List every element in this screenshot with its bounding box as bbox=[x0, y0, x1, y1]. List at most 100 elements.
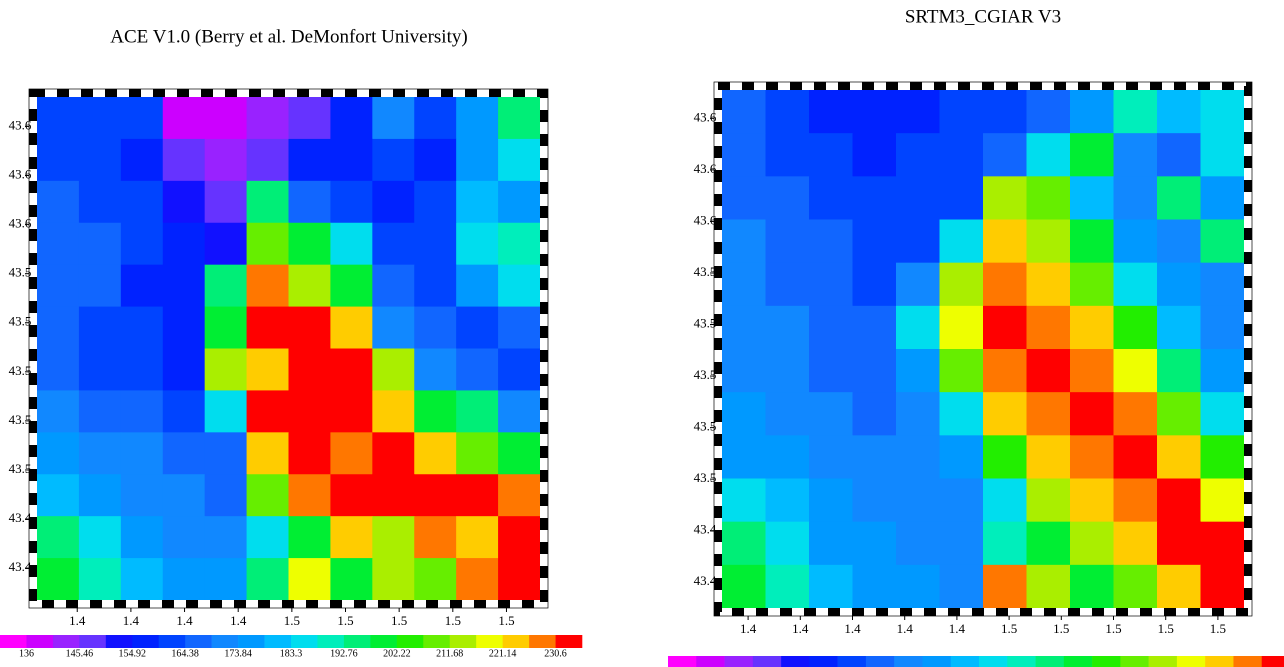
frame-black bbox=[29, 89, 548, 608]
y-tick-label: 43.4 bbox=[694, 522, 717, 537]
heat-cell bbox=[498, 558, 541, 601]
heat-cell bbox=[120, 516, 164, 559]
heat-cell bbox=[120, 180, 164, 224]
heat-cell bbox=[414, 474, 457, 517]
heat-cell bbox=[288, 264, 331, 308]
heat-cell bbox=[765, 521, 810, 566]
heat-cell bbox=[456, 97, 499, 140]
colorbar-swatch bbox=[317, 635, 345, 648]
heat-cell bbox=[120, 306, 164, 349]
heat-cell bbox=[809, 219, 853, 264]
colorbar-swatch bbox=[1148, 656, 1178, 667]
heat-cell bbox=[1113, 392, 1158, 436]
colorbar-swatch bbox=[696, 656, 725, 667]
heat-cell bbox=[162, 306, 206, 349]
heat-cell bbox=[204, 432, 248, 475]
heat-cell bbox=[1070, 521, 1114, 566]
heat-cell bbox=[456, 138, 499, 182]
heat-cell bbox=[722, 564, 766, 609]
heat-cell bbox=[896, 521, 940, 566]
heat-cell bbox=[852, 521, 897, 566]
y-tick-label: 43.6 bbox=[9, 216, 32, 231]
heat-cell bbox=[1070, 435, 1114, 479]
heat-cell bbox=[120, 348, 164, 391]
heat-cell bbox=[204, 138, 248, 182]
heat-cell bbox=[246, 222, 289, 266]
y-tick-label: 43.5 bbox=[9, 314, 32, 329]
heat-cell bbox=[498, 180, 541, 224]
heat-cell bbox=[414, 222, 457, 266]
heat-cell bbox=[456, 222, 499, 266]
heat-cell bbox=[852, 219, 897, 264]
colorbar-swatch bbox=[185, 635, 212, 648]
heat-cell bbox=[414, 264, 457, 308]
y-tick-label: 43.5 bbox=[694, 419, 717, 434]
heat-cell bbox=[78, 264, 122, 308]
heat-cell bbox=[722, 219, 766, 264]
heat-cell bbox=[37, 138, 80, 182]
heat-cell bbox=[1070, 133, 1114, 177]
x-tick-label: 1.5 bbox=[1053, 621, 1069, 636]
colorbar-swatch bbox=[476, 635, 503, 648]
heat-cell bbox=[414, 97, 457, 140]
heat-cell bbox=[78, 432, 122, 475]
colorbar-label: 192.76 bbox=[330, 648, 358, 659]
heat-cell bbox=[1113, 133, 1158, 177]
heat-cell bbox=[498, 348, 541, 391]
chart-title: SRTM3_CGIAR V3 bbox=[905, 6, 1061, 27]
heat-cell bbox=[1070, 90, 1114, 134]
heat-cell bbox=[1070, 176, 1114, 220]
heat-cell bbox=[1113, 564, 1158, 609]
heat-cell bbox=[1200, 262, 1245, 307]
y-tick-label: 43.6 bbox=[694, 212, 717, 227]
heat-cell bbox=[1113, 478, 1158, 523]
frame-outline bbox=[28, 88, 549, 609]
heat-cell bbox=[722, 435, 766, 479]
heat-cell bbox=[78, 348, 122, 391]
heat-cell bbox=[765, 435, 810, 479]
y-tick-label: 43.5 bbox=[9, 363, 32, 378]
colorbar-swatch bbox=[809, 656, 838, 667]
heat-cell bbox=[1026, 435, 1071, 479]
heat-cell bbox=[809, 305, 853, 350]
heat-cell bbox=[204, 180, 248, 224]
colorbar-swatch bbox=[291, 635, 318, 648]
heat-cell bbox=[722, 392, 766, 436]
heat-cell bbox=[78, 222, 122, 266]
colorbar-label: 154.92 bbox=[119, 648, 147, 659]
heat-cell bbox=[414, 138, 457, 182]
heat-cell bbox=[120, 264, 164, 308]
colorbar-swatch bbox=[922, 656, 952, 667]
heat-cell bbox=[1157, 435, 1201, 479]
x-tick-label: 1.5 bbox=[445, 613, 461, 628]
x-tick-label: 1.4 bbox=[897, 621, 914, 636]
heat-cell bbox=[939, 262, 984, 307]
heat-cell bbox=[120, 138, 164, 182]
heat-cell bbox=[722, 176, 766, 220]
heat-cell bbox=[288, 432, 331, 475]
heat-cell bbox=[120, 390, 164, 433]
heat-cell bbox=[765, 349, 810, 393]
heat-cell bbox=[1157, 219, 1201, 264]
heat-cell bbox=[1157, 392, 1201, 436]
y-tick-label: 43.4 bbox=[694, 573, 717, 588]
heat-cell bbox=[288, 306, 331, 349]
heat-cell bbox=[1113, 521, 1158, 566]
heat-cell bbox=[330, 222, 373, 266]
heat-cell bbox=[498, 390, 541, 433]
heat-cell bbox=[809, 564, 853, 609]
heat-cell bbox=[809, 90, 853, 134]
heat-cell bbox=[120, 558, 164, 601]
heat-cell bbox=[939, 478, 984, 523]
colorbar-swatch bbox=[1035, 656, 1065, 667]
heat-cell bbox=[162, 558, 206, 601]
heat-cell bbox=[1026, 521, 1071, 566]
chart-title: ACE V1.0 (Berry et al. DeMonfort Univers… bbox=[110, 26, 467, 47]
colorbar-swatch bbox=[343, 635, 371, 648]
heat-cell bbox=[939, 435, 984, 479]
heat-cell bbox=[288, 222, 331, 266]
x-tick-label: 1.4 bbox=[69, 613, 86, 628]
heat-cell bbox=[37, 180, 80, 224]
colorbar-swatch bbox=[1063, 656, 1093, 667]
